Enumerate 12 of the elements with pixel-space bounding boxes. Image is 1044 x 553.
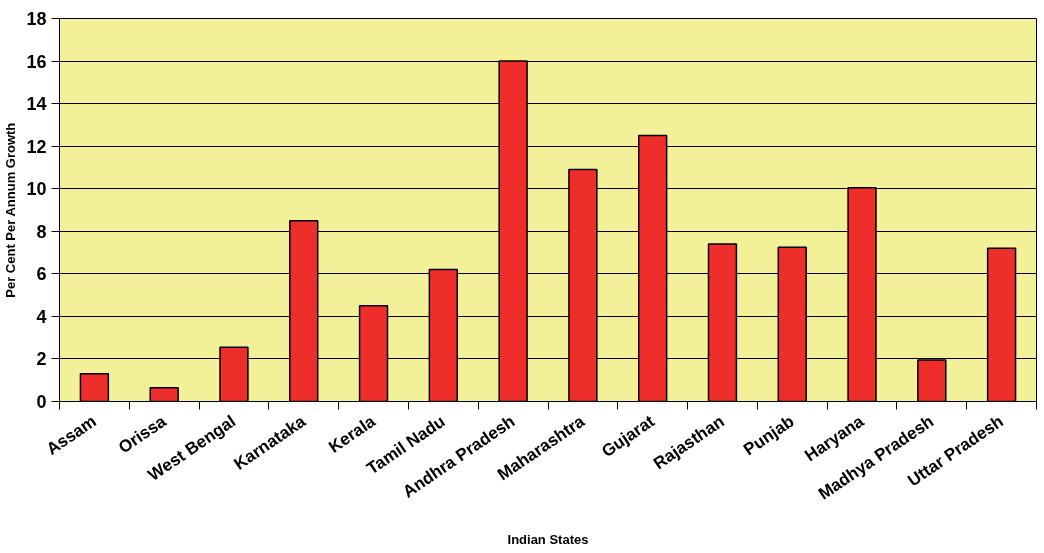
x-axis-title: Indian States	[507, 532, 589, 548]
y-tick-label: 2	[36, 349, 47, 370]
y-tick-label: 4	[36, 306, 47, 327]
y-tick-label: 10	[26, 179, 47, 200]
y-tick-label: 0	[36, 392, 47, 412]
y-tick-label: 12	[26, 136, 47, 157]
y-axis-title: Per Cent Per Annum Growth	[3, 122, 19, 298]
y-tick-label: 16	[26, 51, 47, 72]
y-tick-label: 14	[26, 94, 47, 115]
y-tick-label: 6	[36, 264, 47, 285]
y-tick-label: 18	[26, 9, 47, 29]
y-tick-label: 8	[36, 221, 47, 242]
